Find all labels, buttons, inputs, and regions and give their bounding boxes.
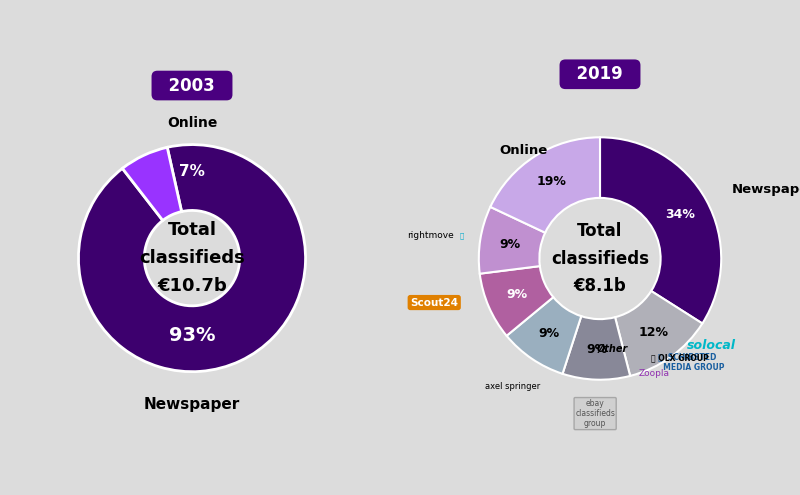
Text: Newspapers: Newspapers: [731, 183, 800, 196]
Wedge shape: [615, 291, 702, 376]
Wedge shape: [480, 266, 554, 336]
Text: 9%: 9%: [500, 238, 521, 251]
Text: ⧖ OLX GROUP: ⧖ OLX GROUP: [651, 353, 709, 362]
Text: 2003: 2003: [158, 77, 226, 95]
Wedge shape: [122, 148, 182, 220]
Text: Total
classifieds
€8.1b: Total classifieds €8.1b: [551, 222, 649, 296]
Wedge shape: [490, 137, 600, 233]
Text: Online: Online: [167, 116, 217, 130]
Text: Total
classifieds
€10.7b: Total classifieds €10.7b: [139, 221, 245, 295]
Text: 9%: 9%: [538, 327, 559, 340]
Text: 19%: 19%: [536, 175, 566, 188]
Text: Zoopla: Zoopla: [638, 369, 670, 378]
Text: 7%: 7%: [179, 164, 205, 179]
Wedge shape: [478, 207, 545, 274]
Wedge shape: [78, 145, 306, 372]
Text: Newspaper: Newspaper: [144, 396, 240, 412]
Text: Other: Other: [597, 345, 628, 354]
Text: Ⓡ: Ⓡ: [460, 232, 464, 239]
Text: Ⓢ  SCHIBSTED
     MEDIA GROUP: Ⓢ SCHIBSTED MEDIA GROUP: [650, 352, 724, 372]
Text: 9%: 9%: [506, 288, 527, 301]
Text: Online: Online: [499, 144, 547, 157]
Text: 93%: 93%: [169, 326, 215, 345]
Text: solocal: solocal: [687, 339, 736, 352]
Wedge shape: [506, 297, 582, 374]
Text: 12%: 12%: [638, 326, 669, 339]
Text: 9%: 9%: [586, 343, 608, 356]
Text: rightmove: rightmove: [407, 231, 454, 240]
Wedge shape: [600, 137, 722, 323]
Text: Scout24: Scout24: [410, 297, 458, 307]
Text: 2019: 2019: [566, 65, 634, 83]
Wedge shape: [562, 316, 630, 380]
Text: axel springer: axel springer: [485, 382, 541, 392]
Text: ebay
classifieds
group: ebay classifieds group: [575, 398, 615, 429]
Text: 34%: 34%: [665, 208, 694, 221]
